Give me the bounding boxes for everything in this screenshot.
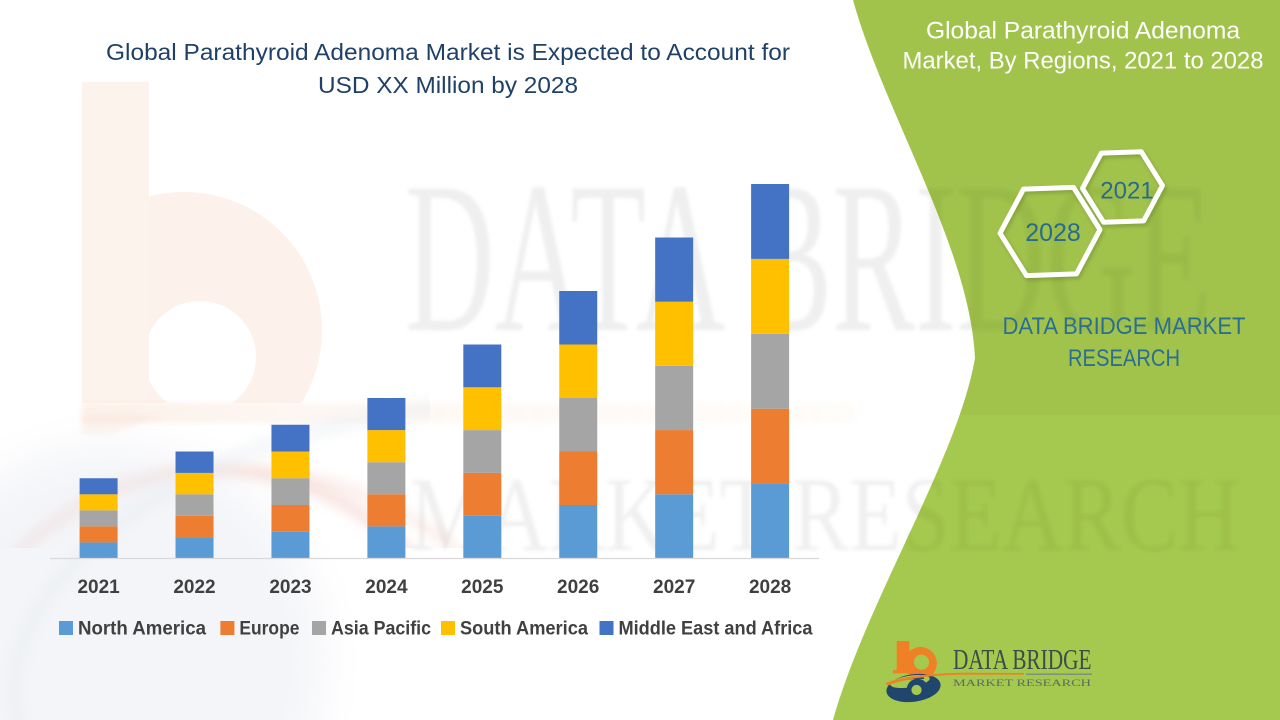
svg-text:2025: 2025: [461, 577, 504, 598]
svg-text:2023: 2023: [269, 577, 311, 598]
svg-text:2022: 2022: [173, 577, 215, 598]
svg-text:North America: North America: [78, 619, 206, 640]
svg-text:USD XX Million by 2028: USD XX Million by 2028: [318, 72, 578, 98]
svg-text:2028: 2028: [1025, 219, 1081, 247]
svg-text:MARKET RESEARCH: MARKET RESEARCH: [953, 678, 1092, 688]
svg-text:Market, By Regions, 2021 to 20: Market, By Regions, 2021 to 2028: [903, 48, 1264, 75]
svg-text:DATA BRIDGE: DATA BRIDGE: [953, 645, 1092, 676]
svg-text:2027: 2027: [653, 577, 695, 598]
svg-text:Europe: Europe: [239, 619, 299, 640]
svg-text:DATA BRIDGE MARKET: DATA BRIDGE MARKET: [1003, 313, 1246, 340]
svg-text:2021: 2021: [77, 577, 120, 598]
svg-text:RESEARCH: RESEARCH: [1068, 345, 1180, 372]
svg-text:Global Parathyroid Adenoma: Global Parathyroid Adenoma: [926, 18, 1241, 45]
svg-text:Asia Pacific: Asia Pacific: [331, 619, 431, 640]
svg-text:2026: 2026: [557, 577, 599, 598]
svg-text:2028: 2028: [749, 577, 791, 598]
svg-text:2021: 2021: [1100, 177, 1153, 204]
svg-text:2024: 2024: [365, 577, 408, 598]
svg-text:Global Parathyroid Adenoma Mar: Global Parathyroid Adenoma Market is Exp…: [106, 39, 790, 65]
svg-text:Middle East and Africa: Middle East and Africa: [619, 619, 813, 640]
svg-text:South America: South America: [460, 619, 588, 640]
